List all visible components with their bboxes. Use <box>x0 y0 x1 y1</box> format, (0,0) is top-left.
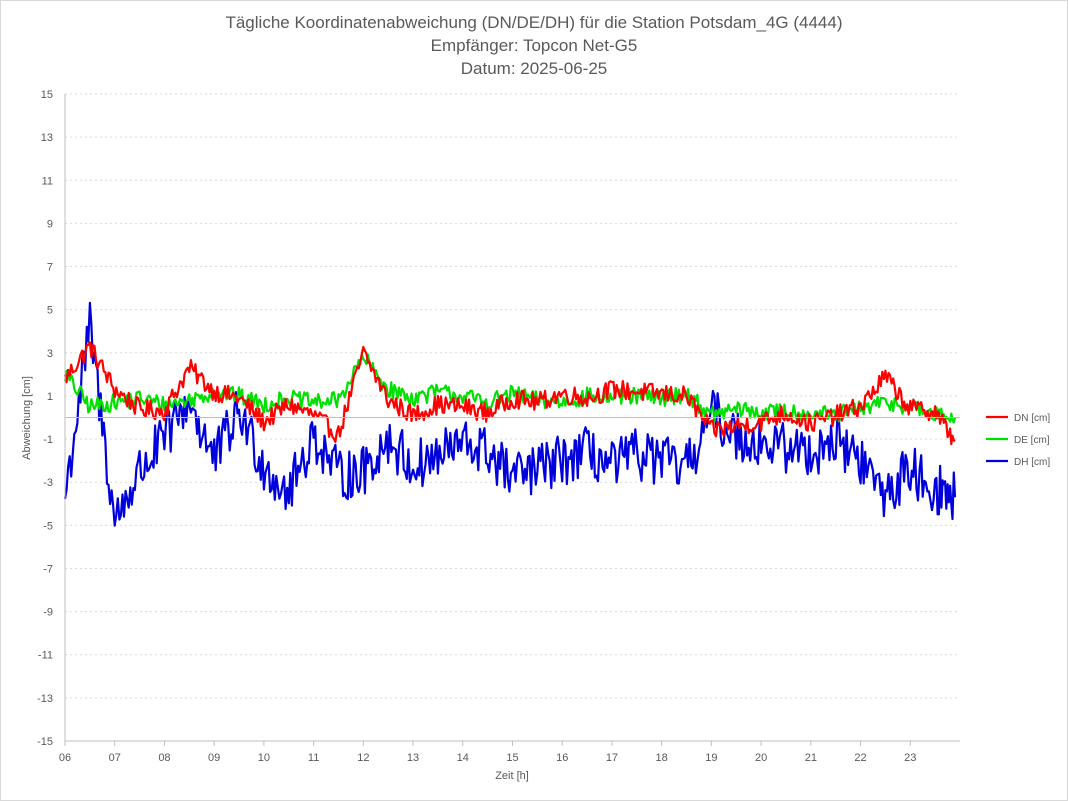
x-tick-label: 13 <box>407 752 419 764</box>
x-tick-label: 19 <box>705 752 717 764</box>
x-tick-label: 11 <box>308 752 319 764</box>
x-tick-label: 18 <box>656 752 668 764</box>
y-tick-label: 1 <box>47 391 53 403</box>
y-tick-label: -13 <box>37 693 53 705</box>
x-tick-label: 06 <box>59 752 71 764</box>
x-tick-label: 16 <box>556 752 568 764</box>
x-tick-label: 15 <box>506 752 518 764</box>
x-tick-label: 07 <box>109 752 121 764</box>
grid-lines <box>65 93 960 742</box>
y-tick-label: -7 <box>43 563 53 575</box>
y-tick-label: 5 <box>47 305 53 317</box>
y-tick-label: -3 <box>43 477 53 489</box>
x-axis-title: Zeit [h] <box>495 770 529 782</box>
x-tick-label: 14 <box>457 752 469 764</box>
axes: 15 13 11 9 7 5 3 1 -1 -3 -5 -7 -9 -11 -13 -15 06 07 08 09 10… <box>37 89 960 764</box>
legend-label: DN [cm] <box>1014 413 1050 424</box>
x-tick-label: 17 <box>606 752 618 764</box>
legend: DN [cm] DE [cm] DH [cm] <box>986 413 1050 468</box>
y-tick-label: -9 <box>43 607 53 619</box>
series-lines <box>63 301 957 527</box>
y-axis-title: Abweichung [cm] <box>21 376 33 460</box>
legend-label: DH [cm] <box>1014 457 1050 468</box>
x-tick-label: 23 <box>904 752 916 764</box>
chart-subtitle-date: Datum: 2025-06-25 <box>460 59 608 78</box>
x-tick-label: 12 <box>357 752 369 764</box>
y-tick-label: 13 <box>41 132 53 144</box>
y-tick-label: 11 <box>42 175 53 187</box>
series-line-dn <box>63 341 956 446</box>
x-tick-label: 08 <box>158 752 170 764</box>
y-tick-label: -1 <box>43 434 53 446</box>
chart-title: Tägliche Koordinatenabweichung (DN/DE/DH… <box>225 13 843 32</box>
y-tick-label: -5 <box>43 520 53 532</box>
x-tick-label: 09 <box>208 752 220 764</box>
y-tick-label: 7 <box>47 262 53 274</box>
x-tick-label: 10 <box>258 752 270 764</box>
y-tick-label: 15 <box>41 89 53 101</box>
legend-label: DE [cm] <box>1014 435 1050 446</box>
y-tick-label: -11 <box>38 650 53 662</box>
series-line-de <box>63 353 957 424</box>
x-tick-label: 21 <box>805 752 817 764</box>
chart-subtitle-receiver: Empfänger: Topcon Net-G5 <box>430 36 638 55</box>
y-tick-label: -15 <box>37 736 53 748</box>
x-tick-label: 20 <box>755 752 767 764</box>
y-tick-label: 3 <box>47 348 53 360</box>
y-tick-label: 9 <box>47 218 53 230</box>
series-line-dh <box>63 301 957 527</box>
x-tick-label: 22 <box>854 752 866 764</box>
